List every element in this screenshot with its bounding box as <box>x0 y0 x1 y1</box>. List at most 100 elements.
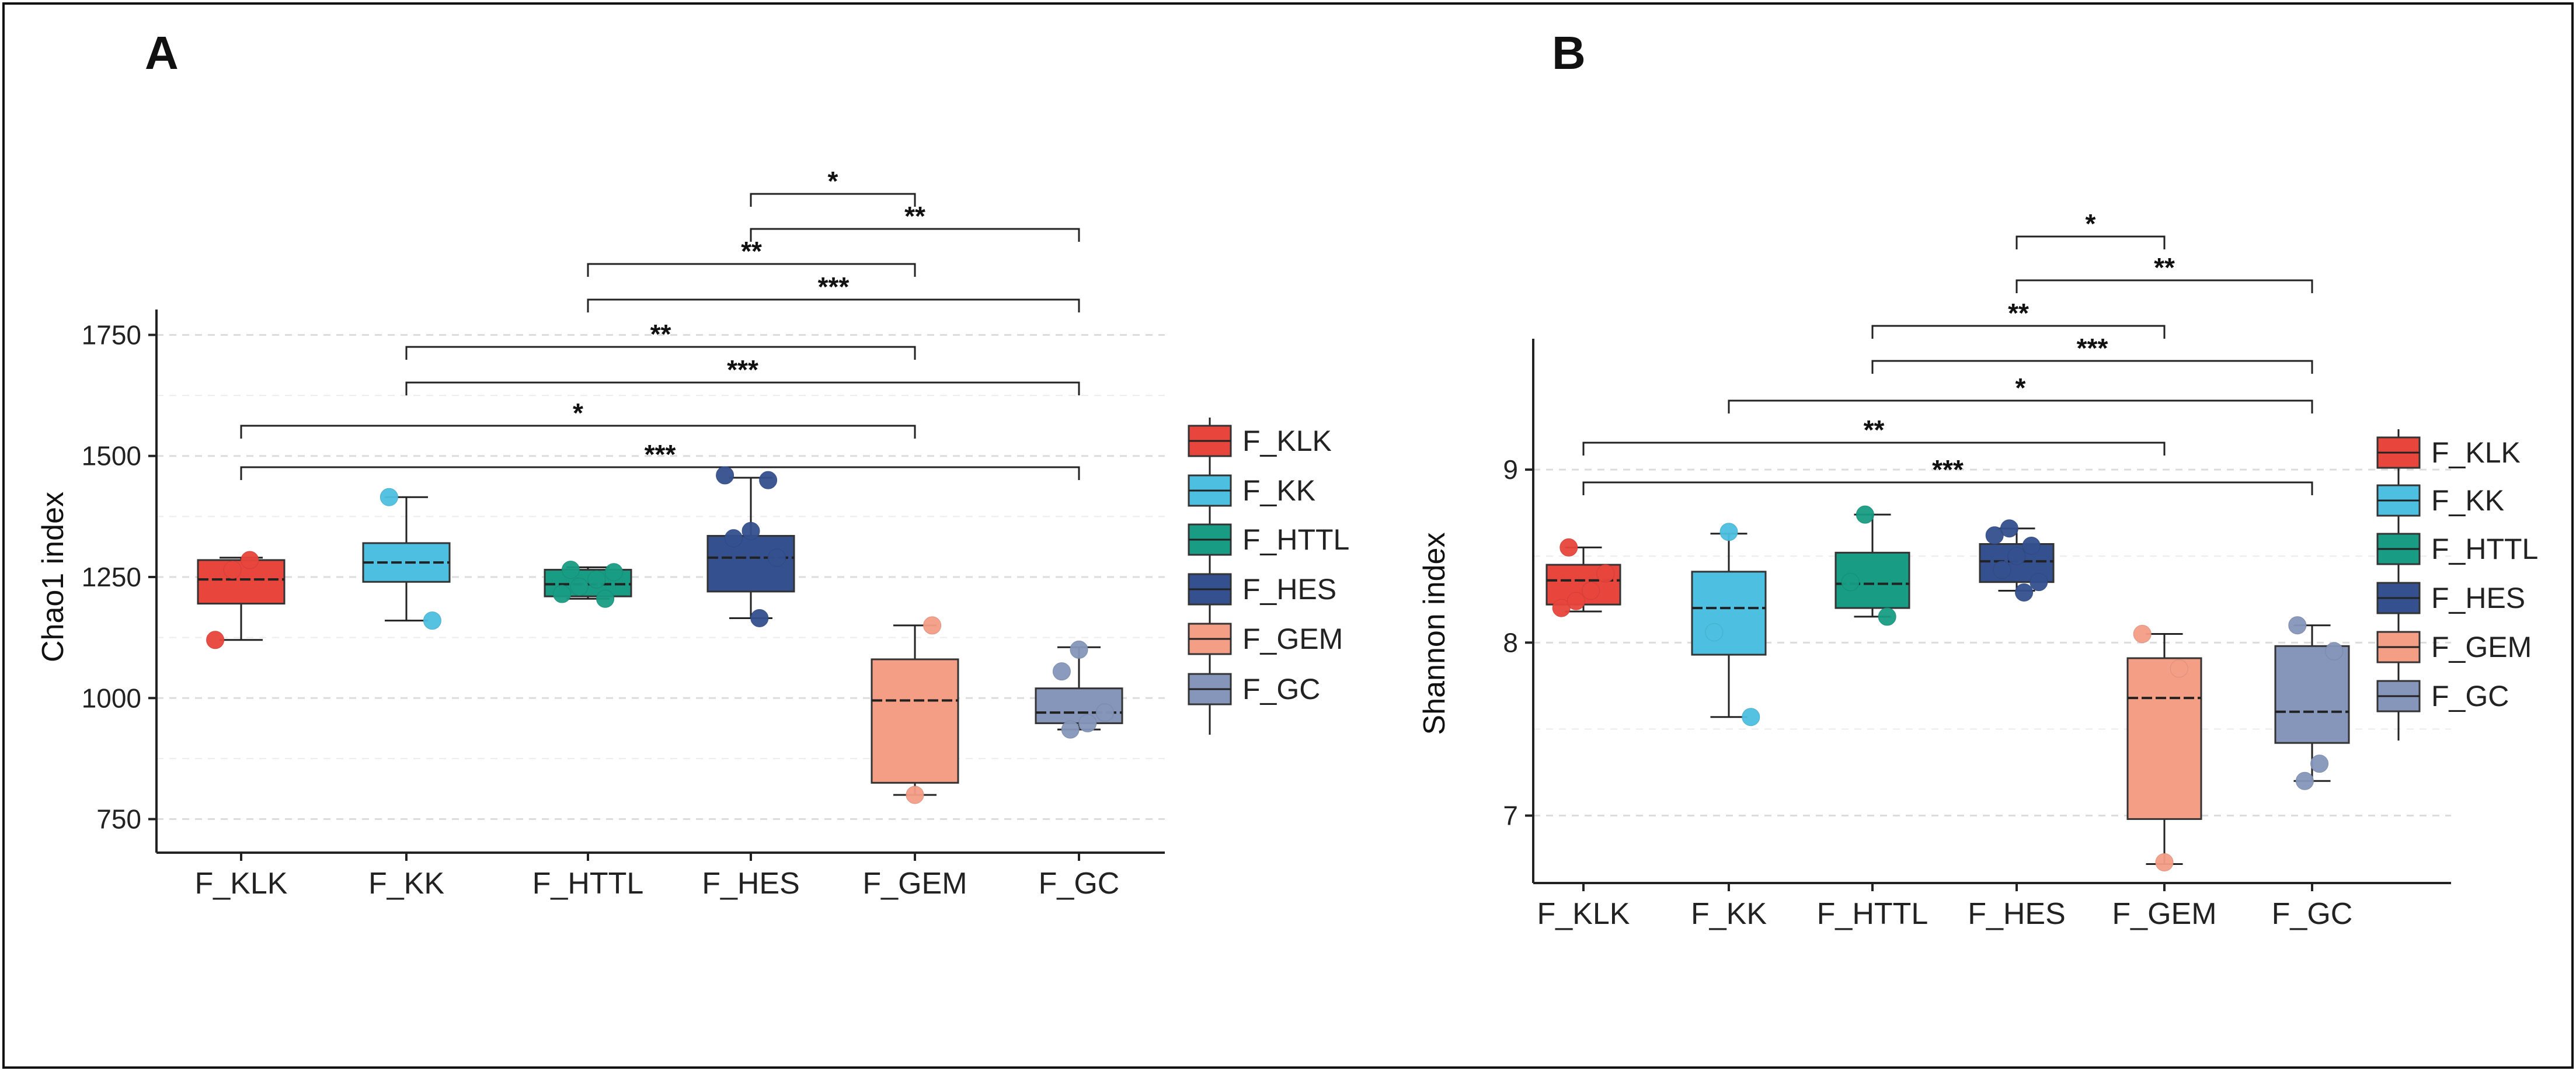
data-point <box>2015 583 2034 602</box>
significance-bracket: * <box>240 398 916 439</box>
data-point <box>1095 703 1114 722</box>
significance-label: *** <box>1932 454 1964 485</box>
significance-line <box>587 298 1080 312</box>
significance-bracket: ** <box>1582 415 2166 456</box>
data-point <box>759 471 778 489</box>
significance-label: ** <box>1864 415 1885 445</box>
significance-bracket: ** <box>1871 298 2166 339</box>
significance-bracket: ** <box>587 236 916 277</box>
y-tick-label: 9 <box>1503 454 1518 485</box>
box-f-httl <box>1834 505 1910 626</box>
panel-b-legend: F_KLK F_KK F_HTTL F_HES F_GEM F_GC <box>2376 429 2538 741</box>
significance-bracket: ** <box>405 319 916 360</box>
data-point <box>2030 573 2048 592</box>
panel-a-axes: 750 1000 1250 1500 1750 F_KLK F_KK F_HTTL F_HES F… <box>82 310 1165 901</box>
panel-b-boxes <box>1545 505 2350 871</box>
data-point <box>380 488 398 506</box>
legend-label: F_GEM <box>1242 623 1343 655</box>
data-point <box>906 785 924 804</box>
significance-line <box>1871 325 2166 339</box>
x-tick-label: F_KLK <box>1537 897 1630 931</box>
x-tick-label: F_GC <box>1039 867 1120 901</box>
significance-line <box>1582 481 2313 495</box>
significance-bracket: * <box>750 166 916 207</box>
panel-a-ylabel: Chao1 index <box>36 492 70 662</box>
data-point <box>1582 581 1600 600</box>
box-f-gem <box>2126 625 2202 871</box>
significance-label: *** <box>2077 333 2108 363</box>
data-point <box>423 611 441 630</box>
data-point <box>241 551 259 569</box>
data-point <box>1559 538 1578 557</box>
data-point <box>1567 592 1585 610</box>
data-point <box>1856 505 1874 524</box>
box-f-hes <box>1979 519 2055 602</box>
y-tick-label: 1000 <box>82 683 141 713</box>
legend-label: F_KLK <box>1242 425 1332 457</box>
legend-item: F_HES <box>1188 573 1336 606</box>
box-body <box>871 658 959 784</box>
data-point <box>604 563 623 582</box>
legend-item: F_HES <box>2376 582 2525 614</box>
significance-line <box>240 466 1080 480</box>
x-tick-label: F_GEM <box>862 867 967 901</box>
data-point <box>716 466 734 485</box>
significance-label: * <box>2015 373 2026 403</box>
data-point <box>1878 607 1896 626</box>
significance-line <box>405 346 916 360</box>
y-tick-label: 750 <box>96 804 141 835</box>
legend-label: F_HTTL <box>1242 523 1349 556</box>
data-point <box>1061 720 1080 739</box>
box-f-gc <box>2274 616 2350 790</box>
box-f-gem <box>871 616 959 804</box>
data-point <box>1841 573 1860 592</box>
significance-line <box>1728 399 2313 413</box>
box-f-httl <box>544 561 632 608</box>
legend-label: F_GC <box>1242 673 1320 705</box>
significance-label: * <box>828 166 838 196</box>
y-tick-label: 1500 <box>82 441 141 471</box>
box-body <box>1691 571 1767 656</box>
y-tick-label: 7 <box>1503 801 1518 831</box>
legend-item: F_GC <box>2376 680 2509 712</box>
significance-line <box>2015 235 2166 249</box>
x-tick-label: F_HTTL <box>532 867 644 901</box>
data-point <box>1985 526 2004 545</box>
significance-label: *** <box>818 272 850 302</box>
legend-label: F_HTTL <box>2431 533 2538 565</box>
significance-bracket: *** <box>1871 333 2313 374</box>
data-point <box>2295 771 2314 790</box>
panel-a-boxes <box>197 466 1123 804</box>
panel-a-label: A <box>145 27 179 79</box>
data-point <box>2000 519 2018 538</box>
x-tick-label: F_GC <box>2272 897 2353 931</box>
significance-line <box>750 228 1080 242</box>
data-point <box>2310 755 2329 773</box>
significance-line <box>2015 279 2313 293</box>
x-tick-label: F_KK <box>1691 897 1767 931</box>
significance-bracket: *** <box>240 439 1080 480</box>
data-point <box>223 561 242 579</box>
significance-label: ** <box>741 236 762 266</box>
legend-label: F_HES <box>1242 573 1336 606</box>
significance-bracket: *** <box>1582 454 2313 495</box>
legend-label: F_KK <box>2431 484 2504 517</box>
box-body <box>2274 645 2350 744</box>
data-point <box>2155 853 2174 871</box>
data-point <box>596 589 615 608</box>
data-point <box>2170 659 2188 678</box>
data-point <box>1719 523 1738 541</box>
legend-item: F_HTTL <box>1188 523 1349 556</box>
box-f-kk <box>1691 523 1767 727</box>
box-f-klk <box>197 551 286 649</box>
legend-label: F_HES <box>2431 582 2525 614</box>
x-tick-label: F_HTTL <box>1817 897 1928 931</box>
data-point <box>1552 599 1571 617</box>
legend-item: F_GEM <box>1188 623 1343 655</box>
panel-a-significance: ***************** <box>240 166 1080 480</box>
legend-item: F_KLK <box>1188 425 1332 457</box>
significance-label: *** <box>727 354 758 385</box>
